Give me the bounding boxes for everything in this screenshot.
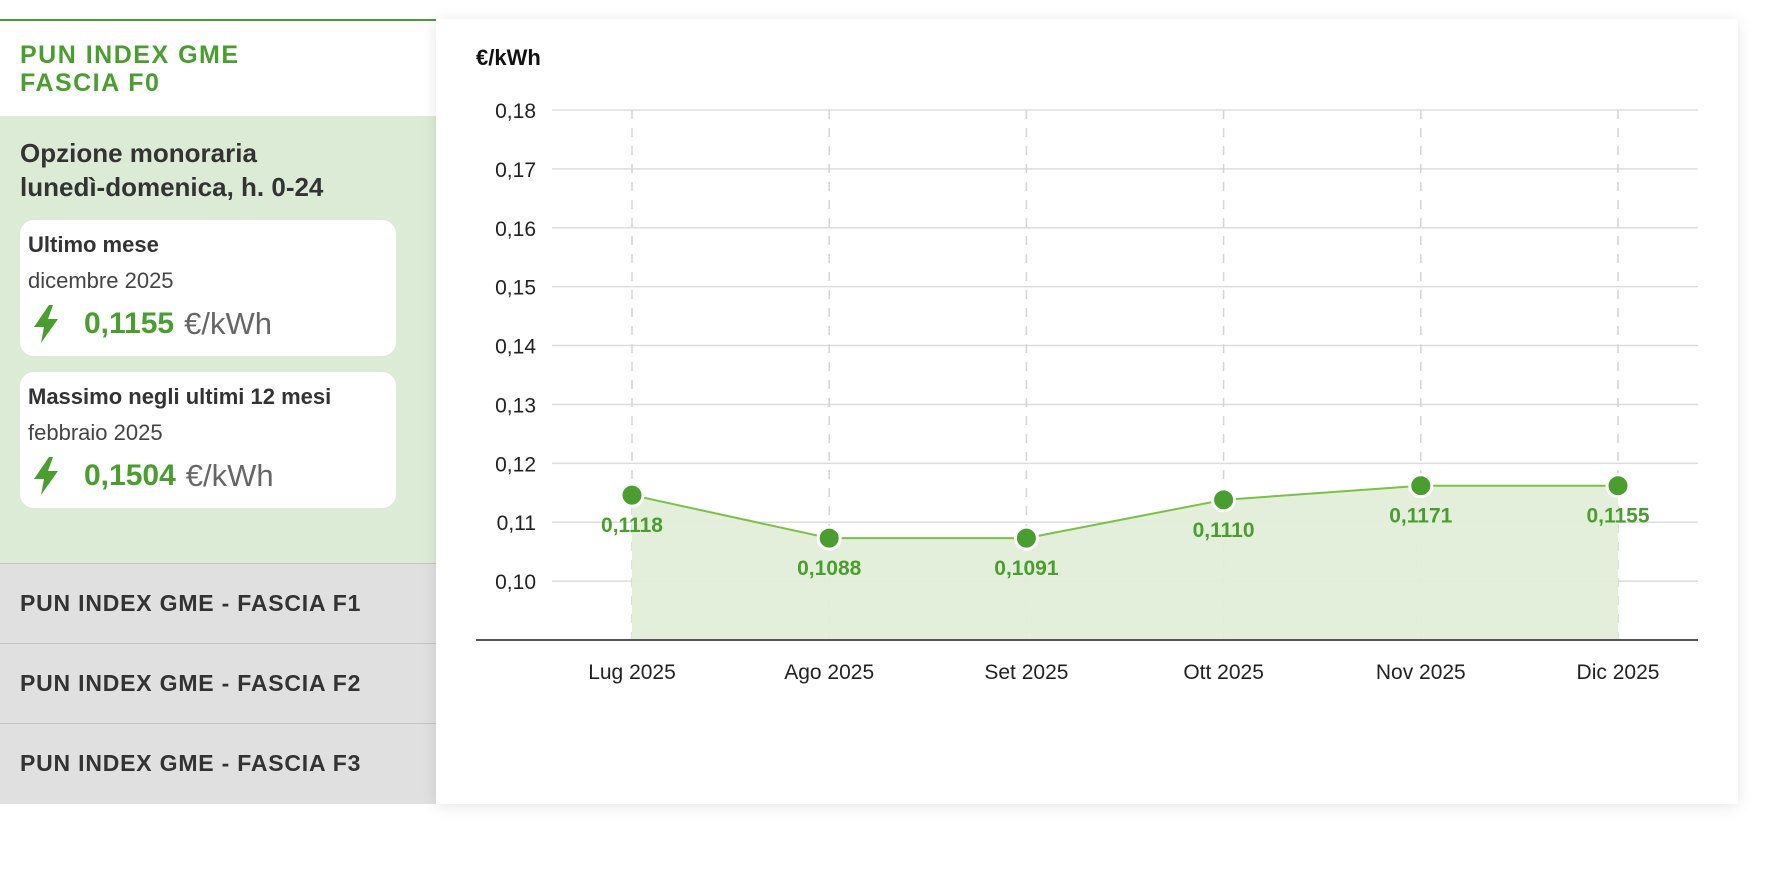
y-tick-label: 0,12 — [495, 453, 536, 476]
active-fascia-title-line2: FASCIA F0 — [20, 69, 161, 97]
y-tick-label: 0,10 — [495, 571, 536, 594]
series-area — [632, 485, 1618, 640]
y-tick-label: 0,17 — [495, 159, 536, 182]
tab-fascia-f1-label: PUN INDEX GME - FASCIA F1 — [20, 590, 362, 616]
data-point[interactable] — [816, 525, 842, 551]
series-line — [631, 484, 1618, 540]
price-chart: €/kWh 0,1118 0,1088 0,1091 0,1110 0,1171 0,11… — [476, 45, 1698, 684]
lightning-icon — [34, 305, 58, 343]
data-label: 0,1155 — [1586, 505, 1649, 528]
data-label: 0,1118 — [601, 514, 663, 537]
tab-fascia-f2[interactable]: PUN INDEX GME - FASCIA F2 — [0, 643, 436, 723]
max-12m-value-row: 0,1504 €/kWh — [32, 456, 274, 496]
data-point[interactable] — [1605, 473, 1631, 499]
x-tick-label: Lug 2025 — [588, 661, 676, 684]
y-tick-label: 0,15 — [495, 277, 536, 300]
last-month-value: 0,1155 — [84, 307, 175, 340]
max-12m-date: febbraio 2025 — [28, 420, 163, 445]
x-tick-label: Set 2025 — [984, 661, 1068, 684]
data-point[interactable] — [1211, 487, 1237, 513]
option-line2: lunedì-domenica, h. 0-24 — [20, 172, 324, 202]
active-fascia-panel: Opzione monoraria lunedì-domenica, h. 0-… — [0, 116, 436, 563]
y-tick-label: 0,14 — [495, 336, 536, 359]
x-tick-label: Ott 2025 — [1183, 661, 1264, 684]
active-fascia-title: PUN INDEX GME FASCIA F0 — [20, 41, 420, 97]
data-label: 0,1171 — [1389, 505, 1452, 528]
data-point[interactable] — [1013, 525, 1039, 551]
tab-fascia-f3-label: PUN INDEX GME - FASCIA F3 — [20, 750, 362, 776]
last-month-unit: €/kWh — [184, 306, 272, 341]
x-tick-label: Dic 2025 — [1577, 661, 1660, 684]
last-month-value-row: 0,1155 €/kWh — [32, 304, 272, 344]
last-month-date: dicembre 2025 — [28, 268, 174, 293]
tab-fascia-f3[interactable]: PUN INDEX GME - FASCIA F3 — [0, 723, 436, 804]
active-fascia-tab[interactable]: PUN INDEX GME FASCIA F0 — [0, 19, 436, 134]
max-12m-card: Massimo negli ultimi 12 mesi febbraio 20… — [20, 372, 396, 508]
y-axis-unit-label: €/kWh — [476, 45, 541, 70]
y-tick-label: 0,16 — [495, 218, 536, 241]
x-tick-label: Nov 2025 — [1376, 661, 1466, 684]
tab-fascia-f2-label: PUN INDEX GME - FASCIA F2 — [20, 670, 362, 696]
option-description: Opzione monoraria lunedì-domenica, h. 0-… — [20, 136, 420, 204]
last-month-label: Ultimo mese — [28, 232, 159, 257]
data-point[interactable] — [1408, 473, 1434, 499]
fascia-sidebar: PUN INDEX GME FASCIA F0 Opzione monorari… — [0, 0, 436, 804]
data-label: 0,1110 — [1193, 519, 1255, 542]
data-label: 0,1088 — [797, 557, 862, 580]
y-tick-label: 0,13 — [495, 394, 536, 417]
data-point[interactable] — [619, 482, 645, 508]
max-12m-label: Massimo negli ultimi 12 mesi — [28, 384, 332, 409]
active-fascia-title-line1: PUN INDEX GME — [20, 41, 240, 69]
x-tick-label: Ago 2025 — [784, 661, 874, 684]
y-tick-label: 0,18 — [495, 100, 536, 123]
tab-fascia-f1[interactable]: PUN INDEX GME - FASCIA F1 — [0, 563, 436, 643]
data-label: 0,1091 — [994, 557, 1059, 580]
lightning-icon — [34, 457, 58, 495]
last-month-card: Ultimo mese dicembre 2025 0,1155 €/kWh — [20, 220, 396, 356]
option-line1: Opzione monoraria — [20, 138, 257, 168]
price-chart-card: €/kWh 0,1118 0,1088 0,1091 0,1110 0,1171 0,11… — [436, 19, 1738, 804]
max-12m-unit: €/kWh — [185, 458, 274, 493]
max-12m-value: 0,1504 — [84, 459, 176, 492]
y-tick-label: 0,11 — [497, 512, 536, 535]
